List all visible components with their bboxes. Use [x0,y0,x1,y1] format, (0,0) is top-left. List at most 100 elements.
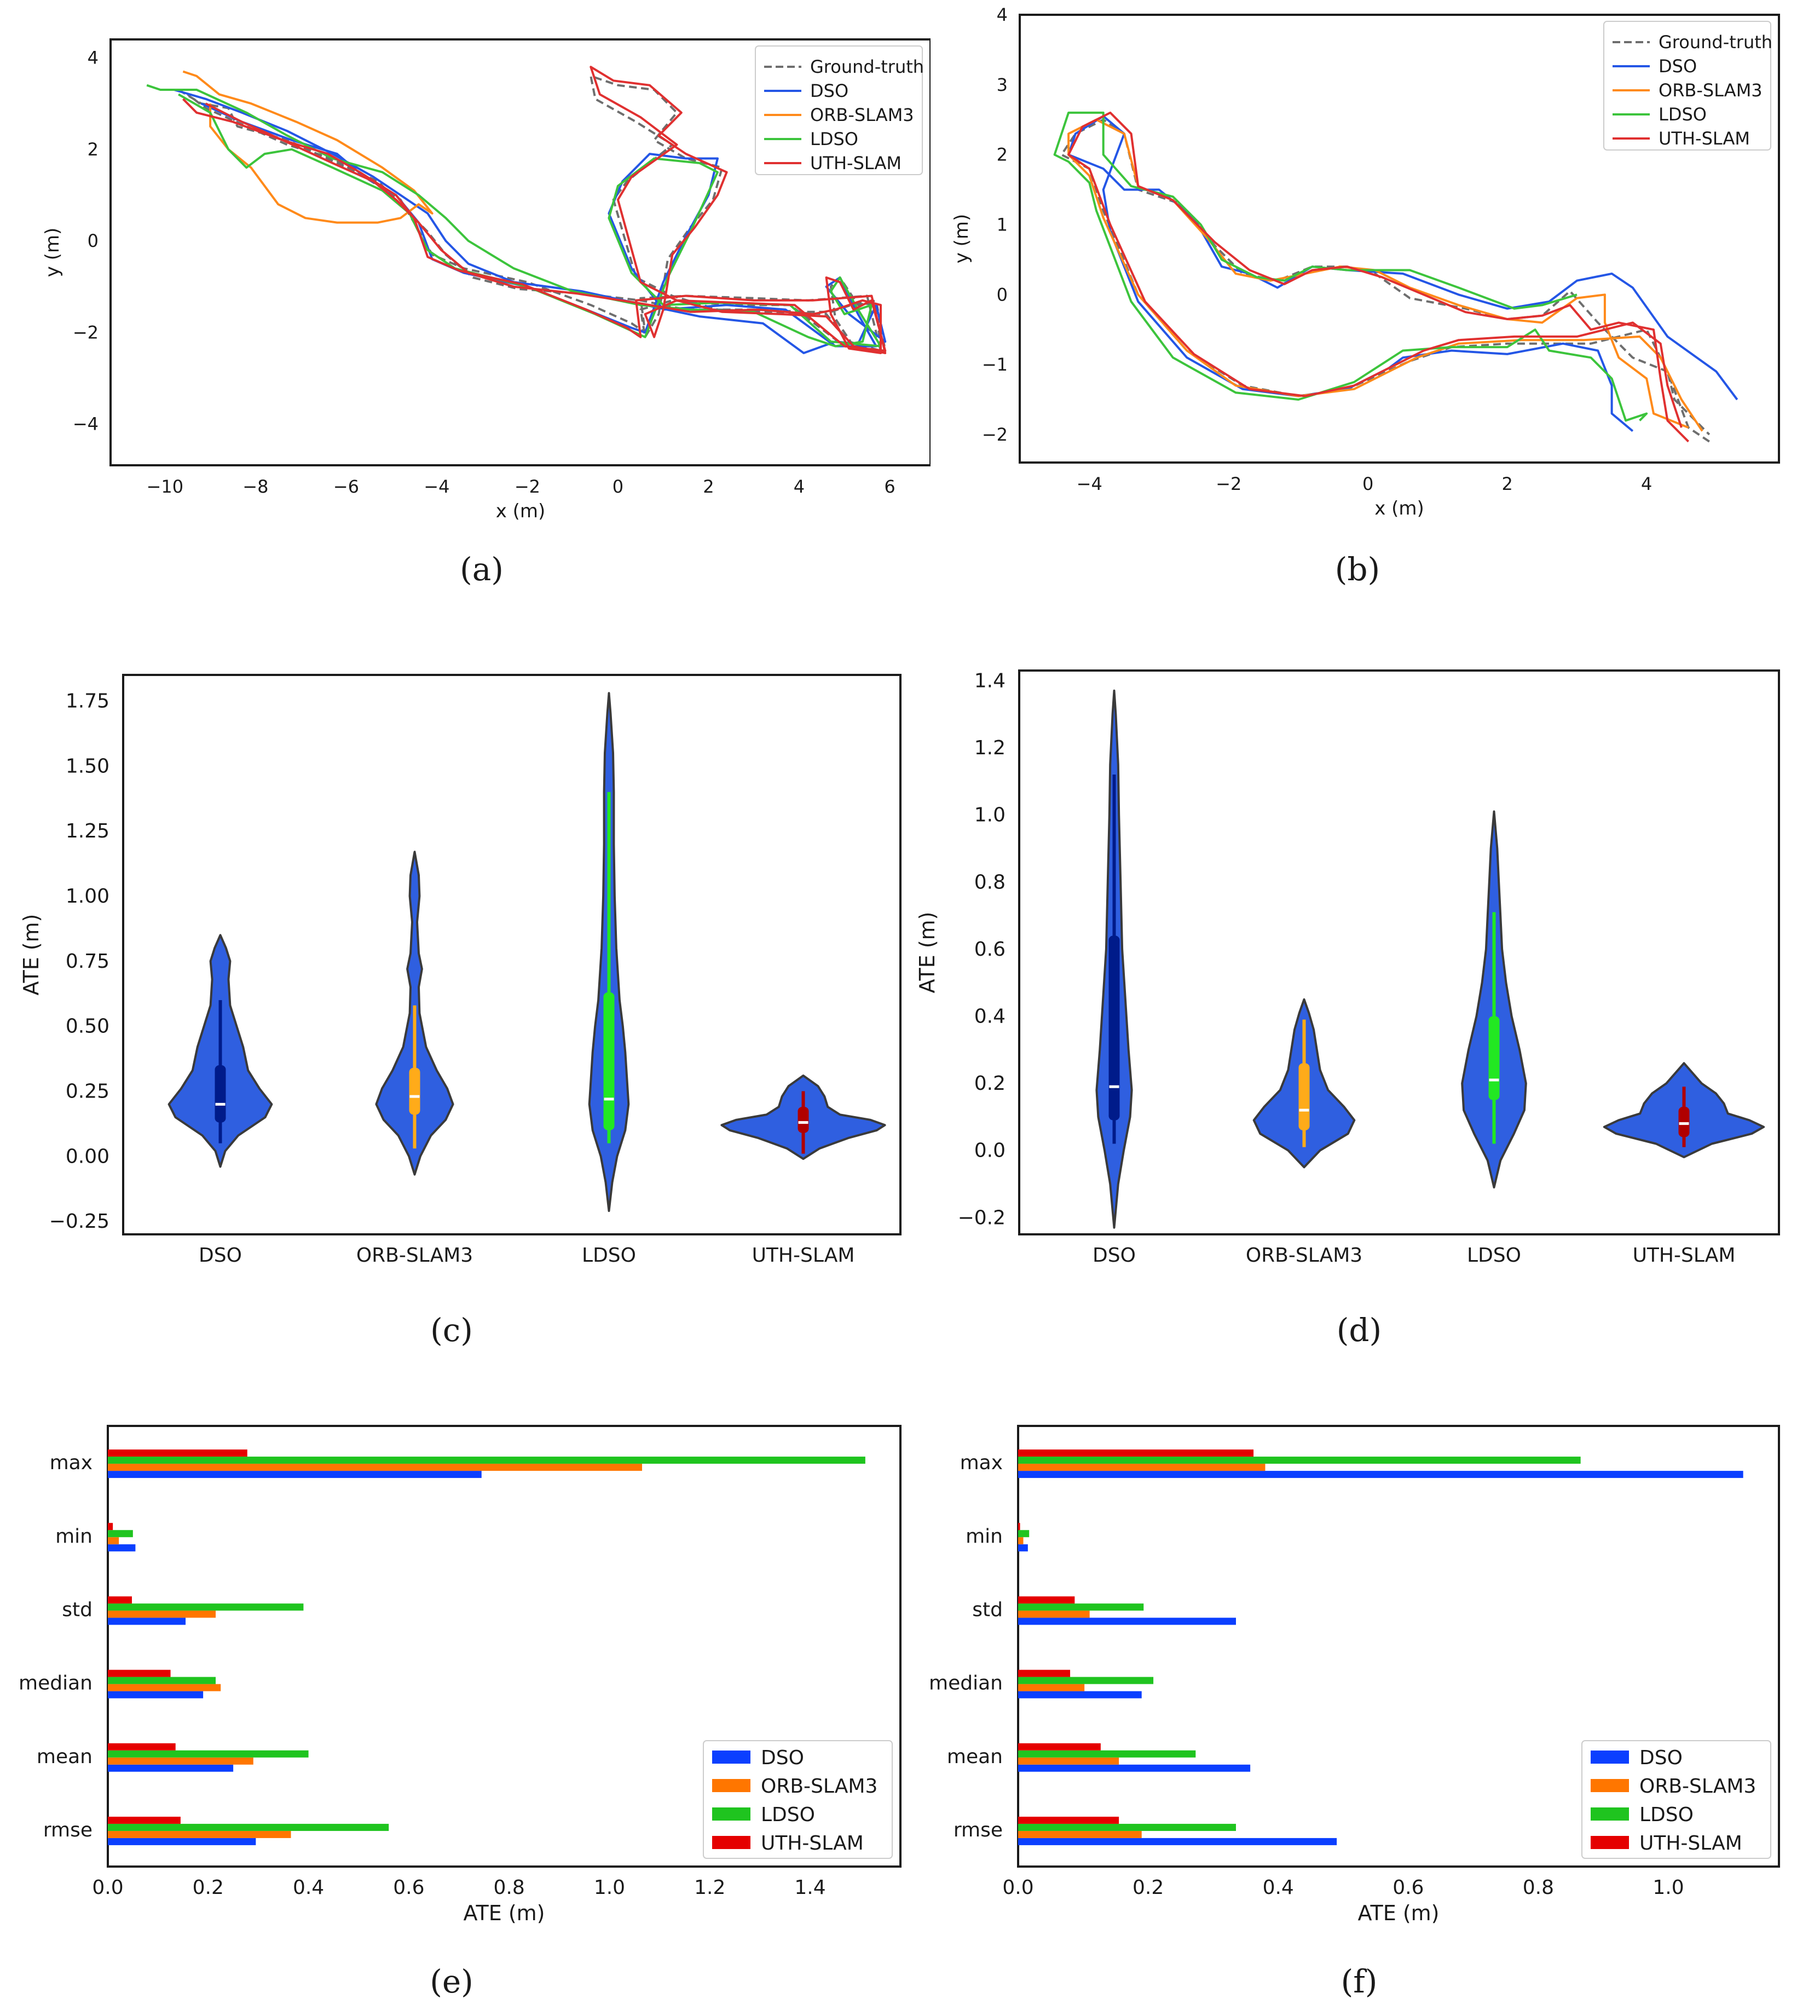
x-category-label: UTH-SLAM [1633,1244,1736,1267]
legend-label: Ground-truth [1659,32,1772,53]
legend-label: ORB-SLAM3 [761,1775,877,1798]
legend-label: DSO [1659,56,1697,77]
x-tick-label: 4 [1641,473,1652,494]
violin-iqr-box [1108,935,1120,1120]
x-category-label: ORB-SLAM3 [356,1244,473,1267]
bar-median-orb-slam3 [108,1684,221,1691]
x-tick-label: 2 [1502,473,1513,494]
bar-std-dso [1018,1618,1236,1625]
y-tick-label: 1.75 [66,690,109,713]
x-tick-label: 0.8 [494,1876,525,1899]
y-category-label: mean [37,1746,93,1768]
x-tick-label: 1.2 [694,1876,725,1899]
y-tick-label: −2 [982,424,1008,445]
x-tick-label: 0.2 [1133,1876,1164,1899]
bar-rmse-ldso [1018,1823,1236,1831]
y-tick-label: 1 [997,214,1008,235]
bar-median-ldso [108,1677,216,1684]
legend-label: DSO [1639,1747,1683,1769]
trajectory-chart-b: −4 −2 0 2 4 −2 −1 0 1 2 3 4 x (m) y (m) Ground-truth DS… [951,4,1780,588]
legend-label: UTH-SLAM [1639,1832,1742,1855]
plot-frame [107,1425,902,1868]
trajectory-orb-slam3 [182,70,434,224]
x-axis-label: x (m) [1374,498,1424,519]
x-tick-label: 6 [884,476,895,497]
legend-label: ORB-SLAM3 [810,105,914,125]
x-category-label: LDSO [582,1244,636,1267]
y-tick-label: 0.4 [974,1005,1006,1027]
trajectory-orb-slam3 [1067,118,1703,432]
bar-max-uth-slam [108,1449,247,1457]
x-axis-label: ATE (m) [1357,1901,1439,1925]
y-category-label: median [19,1672,93,1695]
bar-min-ldso [108,1530,133,1538]
y-tick-label: 2 [997,145,1008,165]
bar-rmse-orb-slam3 [1018,1830,1142,1838]
legend-swatch [1591,1779,1629,1792]
panel-caption: (c) [430,1312,473,1349]
y-category-label: std [972,1598,1003,1621]
y-category-label: std [62,1598,93,1621]
bar-std-orb-slam3 [1018,1610,1090,1618]
panel-caption: (d) [1337,1312,1382,1349]
bar-mean-ldso [1018,1750,1196,1758]
x-axis-label: ATE (m) [463,1901,545,1925]
y-tick-label: 1.25 [66,820,109,842]
bar-max-dso [108,1471,482,1478]
bar-median-uth-slam [108,1670,171,1677]
x-category-label: DSO [1093,1244,1136,1267]
x-tick-label: 0.0 [1002,1876,1033,1899]
bar-rmse-uth-slam [1018,1816,1119,1824]
bar-max-ldso [1018,1457,1581,1464]
trajectory-uth-slam [1067,111,1690,443]
x-tick-label: 0.0 [92,1876,123,1899]
x-category-label: UTH-SLAM [752,1244,855,1267]
y-tick-label: 0.50 [66,1015,109,1038]
y-category-label: mean [947,1746,1003,1768]
legend-label: DSO [810,80,848,101]
bar-max-uth-slam [1018,1449,1254,1457]
trajectory-ldso [146,84,882,348]
violin-iqr-box [409,1067,420,1115]
violin-chart-d: DSO ORB-SLAM3 LDSO UTH-SLAM −0.2 0.0 0.2 0.4 0.6… [915,669,1780,1349]
panel-a: −10 −8 −6 −4 −2 0 2 4 6 −4 −2 0 2 4 x (m) y (m) Ground-t… [0,0,932,608]
violin-iqr-box [1488,1016,1500,1100]
y-tick-label: 1.00 [66,885,109,908]
legend-label: LDSO [1639,1804,1694,1826]
y-tick-label: 4 [88,47,99,68]
bar-chart-f: rmse mean median std min max 0.0 0.2 0.4 0.6 0.8 1.… [929,1425,1780,2000]
x-tick-label: 2 [703,476,714,497]
legend-swatch [1591,1807,1629,1821]
bar-mean-uth-slam [108,1743,176,1751]
x-axis-label: x (m) [496,500,546,522]
y-tick-label: 1.4 [974,669,1006,692]
bar-mean-orb-slam3 [1018,1757,1119,1765]
bar-min-dso [1018,1544,1028,1552]
bar-min-uth-slam [1018,1523,1020,1530]
x-tick-label: 1.0 [594,1876,625,1899]
bar-max-orb-slam3 [108,1464,643,1471]
y-tick-label: −4 [73,414,99,435]
y-tick-label: 0.8 [974,871,1006,893]
y-tick-label: 0.2 [974,1072,1006,1095]
panel-caption: (f) [1341,1963,1378,2000]
bar-min-uth-slam [108,1523,113,1530]
bar-median-orb-slam3 [1018,1684,1085,1691]
x-tick-label: 0.4 [1263,1876,1294,1899]
x-tick-label: 0.8 [1523,1876,1554,1899]
trajectory-dso [1067,115,1738,432]
legend-box [1603,21,1771,151]
legend-box [1581,1740,1771,1859]
y-category-label: max [960,1452,1003,1474]
bar-mean-uth-slam [1018,1743,1101,1751]
x-tick-label: 0 [613,476,623,497]
bar-rmse-dso [108,1838,256,1845]
panel-c: DSO ORB-SLAM3 LDSO UTH-SLAM −0.25 0.00 0.25 0.5… [0,646,931,1368]
x-category-label: ORB-SLAM3 [1246,1244,1362,1267]
y-axis-label: y (m) [42,228,63,278]
violin-iqr-box [1298,1063,1310,1130]
x-tick-label: 0.4 [293,1876,324,1899]
bar-rmse-dso [1018,1838,1337,1845]
y-tick-label: −2 [73,322,99,343]
bar-max-ldso [108,1457,865,1464]
